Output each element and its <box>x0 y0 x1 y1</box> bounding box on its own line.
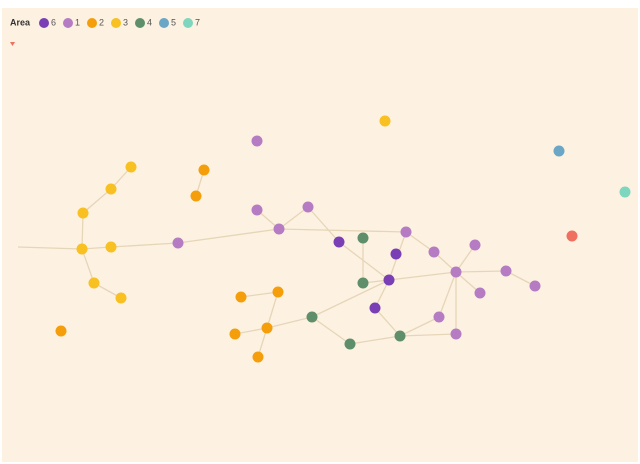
node <box>273 223 285 235</box>
node <box>428 246 440 258</box>
node <box>198 164 210 176</box>
node <box>261 322 273 334</box>
legend-label: 6 <box>51 17 56 27</box>
edge <box>266 291 279 329</box>
node <box>450 328 462 340</box>
legend-label: 3 <box>123 17 128 27</box>
node <box>357 232 369 244</box>
legend-label: 2 <box>99 17 104 27</box>
node <box>500 265 512 277</box>
edge <box>374 307 401 337</box>
edge <box>110 242 179 248</box>
legend-swatch <box>111 18 121 28</box>
node <box>251 204 263 216</box>
node <box>553 145 565 157</box>
legend-title: Area <box>10 17 31 27</box>
legend-label: 1 <box>75 17 80 27</box>
node <box>55 325 67 337</box>
node <box>272 286 284 298</box>
legend-swatch <box>63 18 73 28</box>
legend: 6 1 2 3 4 5 7 <box>39 17 200 28</box>
node <box>566 230 578 242</box>
edge <box>349 335 401 345</box>
node <box>77 207 89 219</box>
node <box>394 330 406 342</box>
legend-label: 7 <box>195 17 200 27</box>
node <box>469 239 481 251</box>
edge <box>405 231 435 253</box>
legend-label: 4 <box>147 17 152 27</box>
node <box>105 241 117 253</box>
legend-swatch <box>39 18 49 28</box>
legend-swatch <box>135 18 145 28</box>
node <box>251 135 263 147</box>
node <box>190 190 202 202</box>
edge <box>311 279 390 318</box>
node <box>450 266 462 278</box>
nodes <box>55 115 631 363</box>
node <box>390 248 402 260</box>
legend-swatch <box>183 18 193 28</box>
legend-label: 5 <box>171 17 176 27</box>
edge <box>307 206 340 243</box>
node <box>619 186 631 198</box>
node <box>229 328 241 340</box>
edge <box>455 244 476 273</box>
node <box>529 280 541 292</box>
node <box>433 311 445 323</box>
node <box>115 292 127 304</box>
marker <box>10 42 15 46</box>
node <box>76 243 88 255</box>
edge <box>81 248 95 284</box>
node <box>235 291 247 303</box>
edge <box>311 316 351 345</box>
node <box>344 338 356 350</box>
edge <box>240 291 279 298</box>
node <box>369 302 381 314</box>
edge <box>399 316 440 337</box>
edge <box>278 228 407 233</box>
node <box>172 237 184 249</box>
node <box>379 115 391 127</box>
edge <box>82 188 112 214</box>
canvas <box>2 8 638 462</box>
edge <box>338 241 390 281</box>
node <box>306 311 318 323</box>
node <box>357 277 369 289</box>
node <box>105 183 117 195</box>
node <box>88 277 100 289</box>
legend-swatch <box>87 18 97 28</box>
edge <box>438 271 457 318</box>
edge <box>278 206 309 230</box>
node <box>333 236 345 248</box>
legend-swatch <box>159 18 169 28</box>
edge <box>399 333 457 337</box>
node <box>474 287 486 299</box>
edge <box>81 212 84 250</box>
node <box>252 351 264 363</box>
edge <box>17 246 83 250</box>
node <box>302 201 314 213</box>
node <box>383 274 395 286</box>
node <box>400 226 412 238</box>
edge <box>177 228 280 244</box>
edge <box>266 316 313 329</box>
edge <box>455 270 507 273</box>
edge <box>388 271 457 281</box>
node <box>125 161 137 173</box>
